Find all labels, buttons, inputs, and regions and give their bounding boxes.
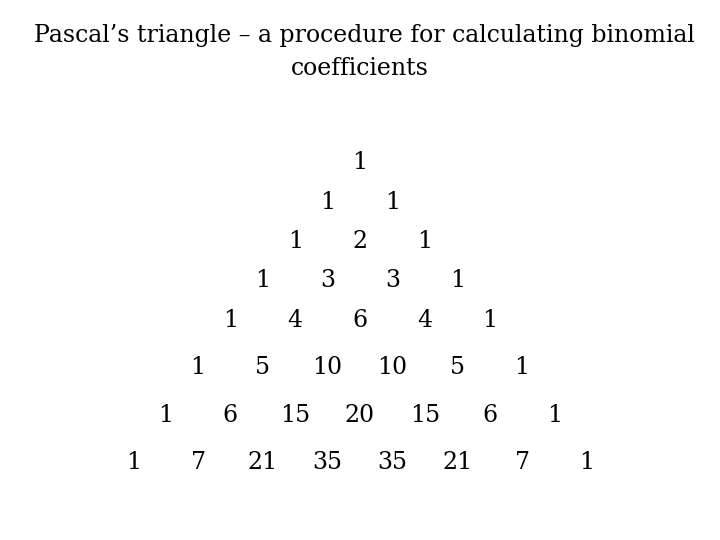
Text: 1: 1 xyxy=(158,404,174,427)
Text: 6: 6 xyxy=(222,404,238,427)
Text: 3: 3 xyxy=(320,269,335,293)
Text: 20: 20 xyxy=(345,404,375,427)
Text: 10: 10 xyxy=(312,356,343,380)
Text: 5: 5 xyxy=(256,356,270,380)
Text: 1: 1 xyxy=(384,191,400,214)
Text: 15: 15 xyxy=(280,404,310,427)
Text: 7: 7 xyxy=(191,451,205,475)
Text: 5: 5 xyxy=(450,356,464,380)
Text: 2: 2 xyxy=(352,230,368,253)
Text: 6: 6 xyxy=(352,309,368,332)
Text: 21: 21 xyxy=(442,451,472,475)
Text: 3: 3 xyxy=(385,269,400,293)
Text: 6: 6 xyxy=(482,404,498,427)
Text: 4: 4 xyxy=(417,309,433,332)
Text: 1: 1 xyxy=(320,191,336,214)
Text: 21: 21 xyxy=(248,451,278,475)
Text: 1: 1 xyxy=(482,309,498,332)
Text: 4: 4 xyxy=(287,309,303,332)
Text: 1: 1 xyxy=(190,356,206,380)
Text: 1: 1 xyxy=(222,309,238,332)
Text: Pascal’s triangle – a procedure for calculating binomial: Pascal’s triangle – a procedure for calc… xyxy=(34,24,695,48)
Text: 35: 35 xyxy=(312,451,343,475)
Text: 1: 1 xyxy=(514,356,530,380)
Text: 1: 1 xyxy=(352,151,368,174)
Text: 1: 1 xyxy=(449,269,465,293)
Text: 1: 1 xyxy=(255,269,271,293)
Text: 1: 1 xyxy=(125,451,141,475)
Text: 7: 7 xyxy=(515,451,529,475)
Text: 1: 1 xyxy=(546,404,562,427)
Text: 1: 1 xyxy=(287,230,303,253)
Text: 15: 15 xyxy=(410,404,440,427)
Text: 1: 1 xyxy=(579,451,595,475)
Text: 10: 10 xyxy=(377,356,408,380)
Text: 35: 35 xyxy=(377,451,408,475)
Text: 1: 1 xyxy=(417,230,433,253)
Text: coefficients: coefficients xyxy=(291,57,429,80)
